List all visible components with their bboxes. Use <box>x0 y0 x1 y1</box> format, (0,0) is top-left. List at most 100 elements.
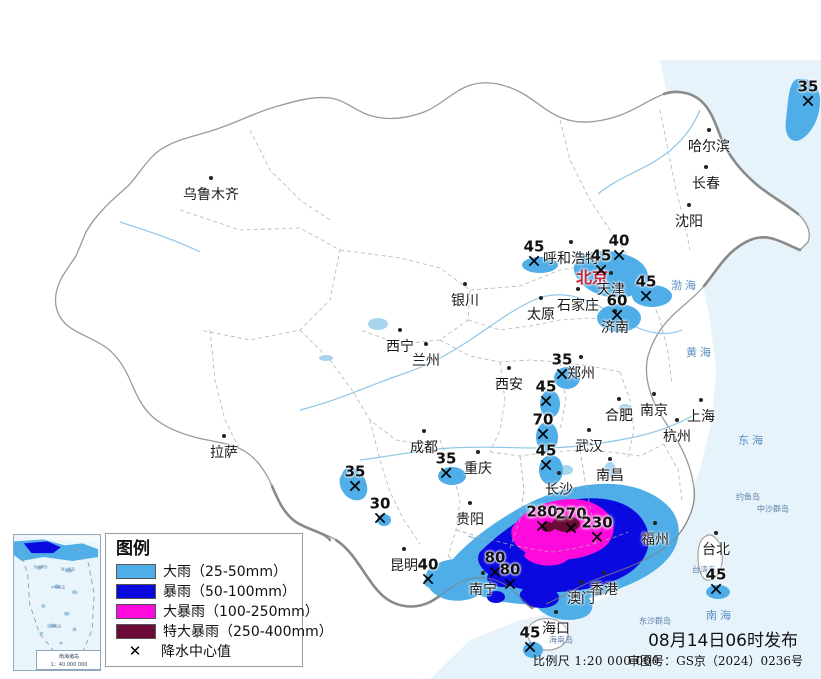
city-dot <box>609 271 613 275</box>
south-china-sea-inset: 东沙群岛 西沙群岛 中沙群岛 南沙群岛 南海诸岛 1：40 000 000 <box>13 534 101 671</box>
sea-label: 东海 <box>738 434 766 447</box>
approval-number: 审图号：GS京（2024）0236号 <box>628 654 803 668</box>
city-name: 杭州 <box>663 429 691 445</box>
legend-item-label: 降水中心值 <box>161 644 231 660</box>
city-name: 台北 <box>702 542 730 558</box>
city-name: 昆明 <box>390 558 418 574</box>
city-label: 北京 <box>575 256 609 288</box>
precip-center-x-icon: ✕ <box>589 527 605 549</box>
precip-center: 40 ✕ <box>594 233 644 267</box>
precip-center-x-icon: ✕ <box>609 305 625 327</box>
precip-center-x-icon: ✕ <box>611 245 627 267</box>
city-label: 南宁 <box>469 571 497 599</box>
city-label: 昆明 <box>390 547 418 575</box>
city-label: 海口 <box>542 610 570 638</box>
city-dot <box>463 282 467 286</box>
city-dot <box>507 366 511 370</box>
city-name: 南宁 <box>469 582 497 598</box>
precip-center: 45 ✕ <box>509 237 559 271</box>
city-dot <box>608 457 612 461</box>
city-name: 济南 <box>601 320 629 336</box>
city-name: 北京 <box>575 268 609 287</box>
svg-text:中沙群岛: 中沙群岛 <box>51 584 65 589</box>
city-name: 天津 <box>597 282 625 298</box>
precip-center: 80 ✕ <box>470 550 520 582</box>
city-dot <box>576 287 580 291</box>
legend-item: 暴雨（50-100mm） <box>116 581 296 601</box>
city-dot <box>557 471 561 475</box>
city-name: 呼和浩特 <box>543 251 599 267</box>
city-label: 西安 <box>495 366 523 394</box>
city-name: 哈尔滨 <box>688 139 730 155</box>
precip-center: 280 ✕ <box>517 504 567 536</box>
city-name: 福州 <box>641 532 669 548</box>
city-dot <box>652 392 656 396</box>
city-dot <box>554 610 558 614</box>
city-label: 重庆 <box>464 450 492 478</box>
city-name: 贵阳 <box>456 512 484 528</box>
city-label: 呼和浩特 <box>543 240 599 268</box>
legend-title: 图例 <box>116 539 150 559</box>
city-label: 贵阳 <box>456 501 484 529</box>
city-dot <box>587 428 591 432</box>
precip-center-x-icon: ✕ <box>502 574 518 596</box>
precip-center-x-icon: ✕ <box>438 463 454 485</box>
precip-center-x-icon: ✕ <box>347 476 363 498</box>
legend-box: 图例 大雨（25-50mm） 暴雨（50-100mm） 大暴雨（100-250mm）… <box>105 533 333 667</box>
city-label: 香港 <box>590 571 618 599</box>
precip-center: 45 ✕ <box>621 272 671 306</box>
legend-item: ✕ 降水中心值 <box>116 641 294 661</box>
precip-center: 45 ✕ <box>505 625 555 659</box>
city-name: 西宁 <box>386 339 414 355</box>
precip-center-value: 80 <box>499 560 521 579</box>
precip-center: 60 ✕ <box>592 293 642 327</box>
inset-scale: 南海诸岛 1：40 000 000 <box>36 650 100 670</box>
city-dot <box>539 296 543 300</box>
city-name: 拉萨 <box>210 445 238 461</box>
precip-center-value: 35 <box>551 350 573 369</box>
precip-center-x-icon: ✕ <box>563 518 579 540</box>
legend-rows: 大雨（25-50mm） 暴雨（50-100mm） 大暴雨（100-250mm） 特大暴… <box>116 561 333 661</box>
precip-center-value: 45 <box>705 565 727 584</box>
city-dot <box>476 450 480 454</box>
precip-center-x-icon: ✕ <box>800 91 816 113</box>
precip-center: 45 ✕ <box>521 379 571 411</box>
precip-center-x-icon: ✕ <box>538 455 554 477</box>
precip-center: 70 ✕ <box>518 412 568 444</box>
city-name: 西安 <box>495 377 523 393</box>
island-label: 中沙群岛 <box>757 504 789 514</box>
city-name: 上海 <box>687 409 715 425</box>
precip-center-value: 35 <box>435 449 457 468</box>
precip-center: 40 ✕ <box>403 557 453 589</box>
city-dot <box>424 342 428 346</box>
sea-label: 黄海 <box>686 346 714 359</box>
island-label: 约鱼岛 <box>736 492 760 502</box>
svg-text:东沙群岛: 东沙群岛 <box>34 564 48 569</box>
city-label: 台北 <box>702 531 730 559</box>
city-dot <box>222 434 226 438</box>
city-label: 兰州 <box>412 342 440 370</box>
precip-center-value: 35 <box>344 462 366 481</box>
city-label: 澳门 <box>567 580 595 608</box>
precip-center-value: 35 <box>797 77 819 96</box>
city-label: 银川 <box>451 282 479 310</box>
legend-color-swatch <box>116 563 156 579</box>
city-name: 重庆 <box>464 461 492 477</box>
precip-center-x-icon: ✕ <box>708 579 724 601</box>
city-dot <box>653 521 657 525</box>
island-label: 东沙群岛 <box>639 616 671 626</box>
precip-center-x-icon: ✕ <box>522 637 538 659</box>
city-dot <box>704 165 708 169</box>
city-dot <box>398 328 402 332</box>
legend-color-swatch <box>116 623 156 639</box>
precip-center-value: 45 <box>635 272 657 291</box>
city-label: 成都 <box>410 429 438 457</box>
precip-center: 45 ✕ <box>521 443 571 477</box>
precip-center-value: 45 <box>523 237 545 256</box>
city-dot <box>714 531 718 535</box>
city-dot <box>209 176 213 180</box>
city-label: 哈尔滨 <box>688 128 730 156</box>
city-dot <box>402 547 406 551</box>
city-label: 南昌 <box>596 457 624 485</box>
city-name: 兰州 <box>412 353 440 369</box>
